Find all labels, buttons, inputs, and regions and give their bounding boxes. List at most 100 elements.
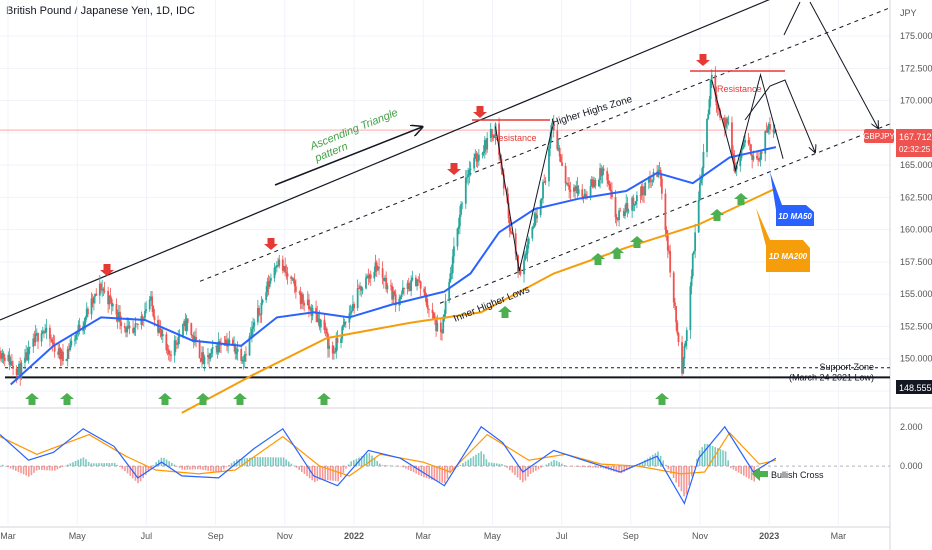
macd-histogram-bar bbox=[163, 457, 165, 467]
candle-body bbox=[235, 351, 238, 354]
macd-histogram-bar bbox=[462, 463, 464, 467]
candle-body bbox=[291, 278, 294, 280]
candle-body bbox=[758, 159, 761, 161]
macd-histogram-bar bbox=[732, 466, 735, 470]
candle-body bbox=[192, 335, 195, 343]
candle-body bbox=[652, 172, 655, 181]
macd-histogram-bar bbox=[124, 466, 126, 472]
macd-histogram-bar bbox=[581, 466, 584, 468]
candle-body bbox=[126, 326, 129, 333]
candle-body bbox=[265, 292, 268, 300]
candle-body bbox=[393, 291, 396, 295]
candle-body bbox=[132, 328, 134, 333]
candle-body bbox=[536, 215, 538, 219]
candle-body bbox=[691, 253, 694, 277]
projection-arrow-long bbox=[809, 1, 878, 128]
green-arrow-up bbox=[610, 247, 624, 259]
candle-body bbox=[211, 347, 214, 349]
candle-body bbox=[664, 193, 667, 230]
macd-histogram-bar bbox=[431, 466, 433, 480]
macd-histogram-bar bbox=[423, 466, 425, 478]
macd-histogram-bar bbox=[347, 464, 350, 467]
candle-body bbox=[684, 341, 687, 346]
macd-histogram-bar bbox=[373, 458, 376, 467]
candle-body bbox=[409, 286, 411, 291]
candle-body bbox=[552, 121, 555, 131]
macd-histogram-bar bbox=[17, 466, 20, 472]
macd-histogram-bar bbox=[61, 466, 64, 467]
candle-body bbox=[772, 129, 775, 133]
macd-histogram-bar bbox=[186, 466, 189, 470]
macd-histogram-bar bbox=[319, 466, 321, 480]
candle-body bbox=[698, 183, 701, 200]
green-arrow-up bbox=[233, 393, 247, 405]
macd-histogram-bar bbox=[704, 443, 706, 467]
candle-body bbox=[87, 308, 89, 315]
candles bbox=[0, 66, 777, 386]
candle-body bbox=[344, 321, 347, 323]
candle-body bbox=[526, 243, 529, 254]
candle-body bbox=[407, 283, 410, 287]
support-zone-label: Support Zone (March 24 2021 Low) bbox=[789, 362, 874, 382]
candle-body bbox=[524, 255, 527, 261]
macd-histogram-bar bbox=[620, 466, 623, 474]
candle-body bbox=[619, 210, 622, 212]
candle-body bbox=[576, 185, 579, 194]
candle-body bbox=[461, 203, 464, 205]
candle-body bbox=[20, 362, 23, 379]
candle-body bbox=[153, 316, 156, 321]
higher-highs-label: Higher Highs Zone bbox=[551, 94, 634, 129]
candle-body bbox=[267, 281, 270, 287]
inner-higher-lows-label: Inner Higher Lows bbox=[452, 284, 531, 325]
candle-body bbox=[369, 274, 372, 279]
candle-body bbox=[160, 330, 163, 337]
candle-body bbox=[498, 123, 500, 155]
candle-body bbox=[343, 321, 346, 325]
candle-body bbox=[656, 172, 659, 177]
macd-histogram-bar bbox=[126, 466, 129, 474]
candle-body bbox=[274, 267, 277, 269]
price-tick-label: 155.000 bbox=[900, 289, 932, 299]
ma50-badge-shape bbox=[770, 172, 814, 226]
candle-body bbox=[600, 168, 603, 176]
candle-body bbox=[443, 313, 446, 320]
candle-body bbox=[675, 306, 678, 323]
candle-body bbox=[7, 354, 10, 361]
time-tick-label: Jul bbox=[141, 531, 153, 541]
candle-body bbox=[694, 232, 697, 252]
candle-body bbox=[95, 293, 98, 296]
macd-histogram-bar bbox=[529, 466, 532, 474]
macd-histogram-bar bbox=[165, 459, 168, 467]
last-price-tag bbox=[896, 129, 932, 157]
macd-histogram-bar bbox=[269, 457, 272, 467]
candle-body bbox=[468, 169, 471, 175]
candle-body bbox=[448, 282, 451, 301]
candle-body bbox=[640, 186, 643, 196]
macd-histogram-bar bbox=[48, 466, 51, 471]
macd-histogram-bar bbox=[178, 466, 181, 468]
macd-histogram-bar bbox=[301, 466, 303, 472]
candle-body bbox=[723, 119, 726, 128]
price-tick-label: 165.000 bbox=[900, 160, 932, 170]
ascending-triangle-label: Ascending Trianglepattern bbox=[308, 107, 405, 165]
candle-body bbox=[765, 131, 768, 133]
candle-body bbox=[145, 309, 148, 312]
macd-histogram-bar bbox=[4, 466, 7, 467]
ma50-line bbox=[10, 146, 777, 386]
candle-body bbox=[19, 363, 22, 379]
macd-histogram-bar bbox=[212, 466, 215, 472]
candle-body bbox=[651, 180, 654, 182]
candle-body bbox=[28, 346, 31, 349]
macd-histogram-bar bbox=[288, 461, 290, 467]
candle-body bbox=[726, 118, 729, 124]
candle-body bbox=[68, 348, 70, 351]
macd-histogram-bar bbox=[254, 457, 256, 467]
macd-histogram-bar bbox=[72, 462, 74, 467]
candle-body bbox=[641, 186, 644, 194]
macd-histogram-bar bbox=[210, 466, 212, 472]
candle-body bbox=[281, 259, 284, 271]
candle-body bbox=[491, 129, 493, 136]
macd-histogram-bar bbox=[649, 456, 651, 467]
candle-body bbox=[622, 210, 625, 217]
